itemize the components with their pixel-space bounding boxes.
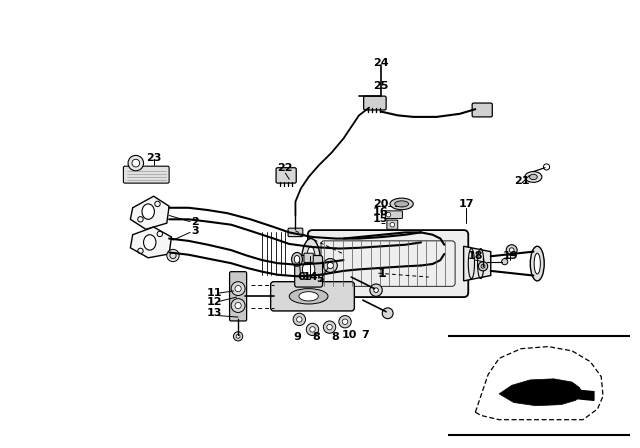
Circle shape xyxy=(234,332,243,341)
Circle shape xyxy=(502,258,508,265)
Ellipse shape xyxy=(534,253,540,274)
Polygon shape xyxy=(131,227,172,258)
FancyBboxPatch shape xyxy=(308,230,468,297)
Text: 1: 1 xyxy=(378,267,387,280)
Polygon shape xyxy=(572,390,594,401)
Circle shape xyxy=(327,324,332,330)
Ellipse shape xyxy=(529,174,537,180)
Text: 11: 11 xyxy=(206,288,222,298)
Polygon shape xyxy=(499,379,583,406)
Circle shape xyxy=(310,327,316,332)
Circle shape xyxy=(235,285,241,292)
Circle shape xyxy=(323,321,336,333)
Text: 3: 3 xyxy=(191,226,198,236)
Circle shape xyxy=(509,248,514,252)
Ellipse shape xyxy=(299,292,318,301)
Ellipse shape xyxy=(143,235,156,250)
Ellipse shape xyxy=(303,262,315,277)
Circle shape xyxy=(296,317,302,322)
Text: 22: 22 xyxy=(278,163,293,173)
Circle shape xyxy=(132,159,140,167)
FancyBboxPatch shape xyxy=(230,271,246,321)
Text: 17: 17 xyxy=(458,199,474,209)
Text: 8: 8 xyxy=(312,332,320,342)
FancyBboxPatch shape xyxy=(304,253,313,263)
FancyBboxPatch shape xyxy=(271,282,355,311)
Ellipse shape xyxy=(301,238,321,289)
Text: 25: 25 xyxy=(373,81,388,91)
Circle shape xyxy=(323,258,337,272)
Circle shape xyxy=(231,282,245,296)
Circle shape xyxy=(506,245,517,255)
Text: CC022339: CC022339 xyxy=(524,384,566,393)
Text: 5: 5 xyxy=(316,274,324,284)
FancyBboxPatch shape xyxy=(276,168,296,183)
Circle shape xyxy=(293,313,305,326)
Ellipse shape xyxy=(142,204,154,220)
Text: 14: 14 xyxy=(303,272,319,282)
Text: 12: 12 xyxy=(206,297,222,307)
Circle shape xyxy=(236,334,240,338)
Ellipse shape xyxy=(307,246,316,281)
Text: 19: 19 xyxy=(502,251,518,261)
FancyBboxPatch shape xyxy=(364,96,386,110)
Text: 6: 6 xyxy=(297,272,305,282)
Ellipse shape xyxy=(292,252,303,266)
Text: 20: 20 xyxy=(373,199,388,209)
Ellipse shape xyxy=(525,172,542,182)
Text: 7: 7 xyxy=(362,330,369,340)
Circle shape xyxy=(235,302,241,309)
Text: 16: 16 xyxy=(373,207,388,217)
Polygon shape xyxy=(463,246,491,281)
Text: 15: 15 xyxy=(373,214,388,224)
Text: 24: 24 xyxy=(373,58,388,68)
Circle shape xyxy=(370,284,382,296)
Circle shape xyxy=(339,315,351,328)
Circle shape xyxy=(382,308,393,319)
FancyBboxPatch shape xyxy=(294,255,323,287)
Text: 23: 23 xyxy=(146,153,161,163)
FancyBboxPatch shape xyxy=(472,103,492,117)
Circle shape xyxy=(231,299,245,313)
FancyBboxPatch shape xyxy=(124,166,169,183)
Text: 9: 9 xyxy=(293,332,301,342)
Text: 13: 13 xyxy=(206,308,222,318)
Circle shape xyxy=(307,323,319,336)
Circle shape xyxy=(390,222,395,227)
Circle shape xyxy=(128,155,143,171)
Circle shape xyxy=(327,263,333,269)
Text: 18: 18 xyxy=(467,251,483,261)
Ellipse shape xyxy=(390,198,413,210)
Polygon shape xyxy=(131,196,169,229)
Circle shape xyxy=(478,262,488,271)
FancyBboxPatch shape xyxy=(387,220,397,229)
Text: 10: 10 xyxy=(342,330,357,340)
FancyBboxPatch shape xyxy=(288,228,303,237)
Circle shape xyxy=(386,212,391,217)
Ellipse shape xyxy=(294,255,300,263)
Circle shape xyxy=(167,250,179,262)
FancyBboxPatch shape xyxy=(385,211,403,219)
Text: 21: 21 xyxy=(514,176,529,186)
Circle shape xyxy=(374,288,378,293)
Text: 8: 8 xyxy=(332,332,340,342)
Ellipse shape xyxy=(531,246,544,281)
Ellipse shape xyxy=(289,289,328,304)
Text: 2: 2 xyxy=(191,217,198,227)
Circle shape xyxy=(342,319,348,324)
Ellipse shape xyxy=(395,201,408,207)
